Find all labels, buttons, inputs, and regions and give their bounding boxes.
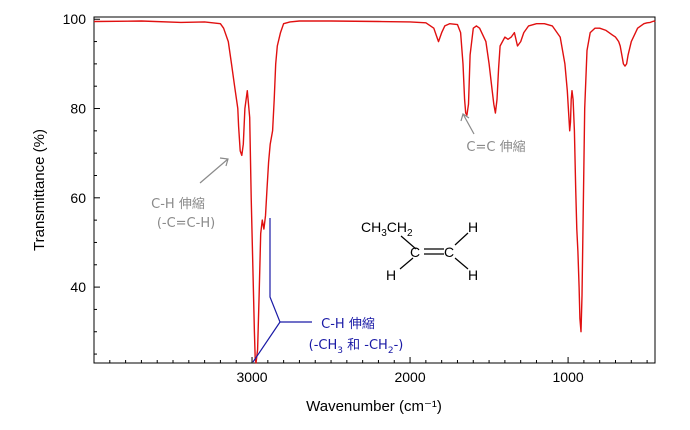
molecule-h-bottom-right: H	[468, 267, 478, 283]
alkyl-line2-b: 和 -CH	[343, 338, 388, 353]
molecule-c-left: C	[410, 244, 420, 260]
spectrum-line	[93, 20, 656, 364]
axis-ticks	[94, 18, 648, 363]
annotation-alkene-ch: C-H 伸縮 (-C=C-H)	[151, 157, 229, 231]
molecule-structure: CH3CH2 C C H H H	[361, 219, 478, 283]
mol-sub-b: 2	[407, 228, 413, 239]
mol-group-a: CH	[361, 219, 381, 235]
annotation-alkyl-ch-line1: C-H 伸縮	[321, 316, 375, 332]
plot-frame	[93, 16, 656, 364]
annotation-arrow-alkene-ch	[199, 158, 229, 184]
molecule-h-top-right: H	[468, 219, 478, 235]
alkyl-line2-c: -)	[394, 338, 404, 353]
y-tick-label: 60	[70, 190, 86, 206]
plot-area	[93, 16, 656, 364]
annotation-alkene-ch-line2: (-C=C-H)	[157, 216, 215, 231]
alkyl-sub-a: 3	[337, 346, 343, 356]
molecule-ethyl-group: CH3CH2	[361, 219, 413, 239]
alkyl-sub-b: 2	[388, 346, 394, 356]
y-tick-label: 40	[70, 279, 86, 295]
x-tick-label: 3000	[236, 369, 267, 385]
x-tick-label: 2000	[394, 369, 425, 385]
bond-c-h-bottom-right	[454, 257, 469, 270]
bond-c-h-top-right	[454, 232, 469, 246]
annotation-arrow-cc	[462, 113, 475, 135]
x-tick-label: 1000	[553, 369, 584, 385]
bond-c-h-bottom-left	[399, 257, 414, 270]
y-axis-title: Transmittance (%)	[31, 129, 48, 251]
spectrum-series	[93, 20, 656, 364]
mol-sub-a: 3	[381, 228, 387, 239]
annotation-alkene-ch-line1: C-H 伸縮	[151, 196, 205, 212]
molecule-h-bottom-left: H	[386, 267, 396, 283]
y-tick-label: 80	[70, 101, 86, 117]
mol-group-b: CH	[387, 219, 407, 235]
bond-ethyl-c	[400, 235, 417, 250]
arrowhead-alkene-ch	[219, 157, 229, 167]
molecule-c-right: C	[444, 244, 454, 260]
axis-tick-labels: 3000 2000 1000 40 60 80 100	[63, 11, 584, 385]
annotation-cc: C=C 伸縮	[460, 113, 526, 155]
x-axis-title: Wavenumber (cm⁻¹)	[306, 398, 442, 415]
annotation-alkyl-ch-line2: (-CH3 和 -CH2-)	[309, 338, 404, 356]
annotation-alkyl-ch: C-H 伸縮 (-CH3 和 -CH2-)	[252, 218, 404, 363]
annotation-cc-label: C=C 伸縮	[466, 139, 525, 155]
arrowhead-cc	[460, 113, 470, 122]
annotation-bracket-alkyl-ch	[252, 218, 281, 363]
y-tick-label: 100	[63, 11, 87, 27]
alkyl-line2-a: (-CH	[309, 338, 338, 353]
